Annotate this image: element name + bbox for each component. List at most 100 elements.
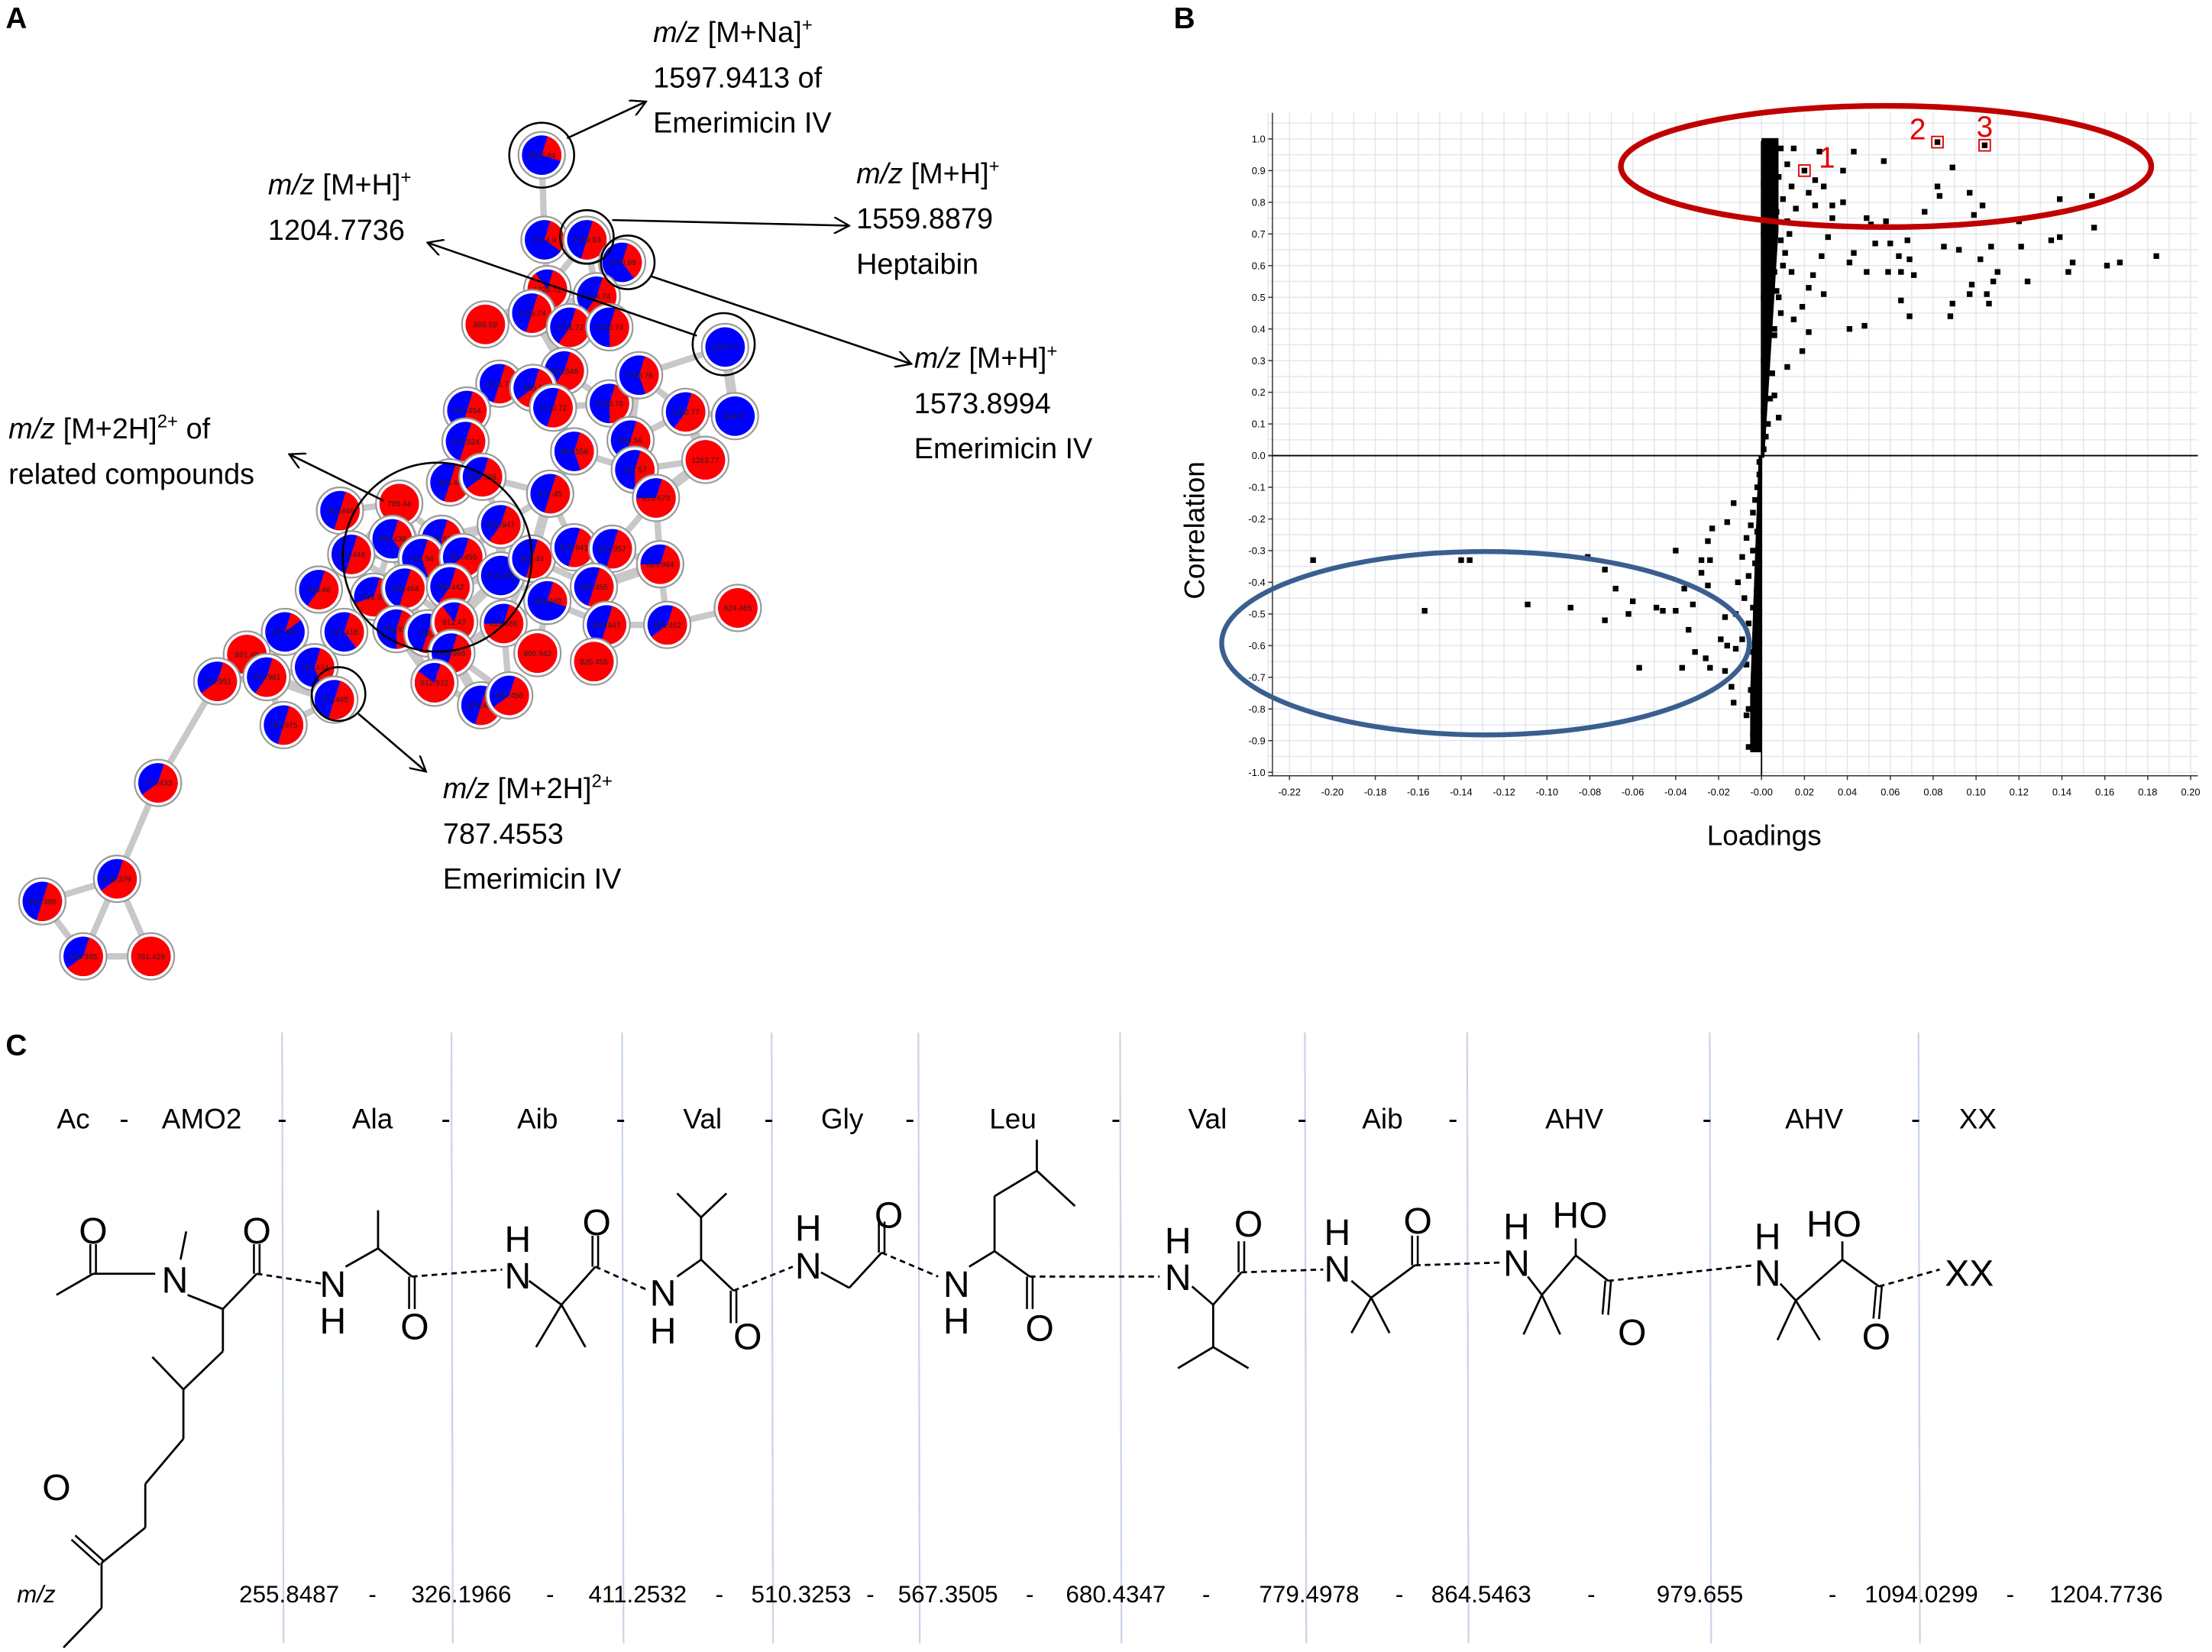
data-point (1812, 177, 1819, 183)
node-fraction-a (547, 389, 573, 428)
positive-region-ellipse (1618, 102, 2155, 231)
atom-hydrogen: H (1324, 1211, 1351, 1253)
atom-hydrogen: H (504, 1217, 532, 1261)
data-point (1763, 433, 1769, 440)
data-point (1799, 348, 1806, 354)
highlight-circle (558, 209, 615, 265)
residue-separator (1119, 1032, 1123, 1644)
residue-separator (281, 1032, 285, 1644)
node-label: 802.947 (487, 522, 515, 530)
data-point (1739, 554, 1745, 560)
residue-label: Gly (820, 1104, 864, 1136)
single-bond (183, 1350, 224, 1391)
data-point (1979, 202, 1986, 209)
x-tick-label: 0.10 (1967, 787, 1986, 798)
node-label: 800.456 (495, 692, 523, 700)
peptide-bond-dashed (1241, 1268, 1324, 1274)
node-label: 912.57 (623, 467, 647, 475)
node-label: 1210.72 (539, 404, 568, 412)
atom-oxygen: O (42, 1466, 71, 1509)
annotation-1597: m/z [M+Na]+ 1597.9413 of Emerimicin IV (653, 14, 832, 140)
data-point (1864, 215, 1870, 221)
data-point (1990, 278, 1997, 285)
node-label: 690.395 (70, 953, 98, 962)
x-tick-label: 0.18 (2138, 787, 2157, 798)
node-fraction-a (622, 243, 642, 279)
data-point (1771, 326, 1777, 332)
data-point (1673, 608, 1679, 614)
fragment-mz-value: 779.4978 (1259, 1581, 1360, 1608)
node-label: 817.45 (538, 490, 562, 499)
highlight-circle (341, 461, 533, 653)
data-point (1967, 291, 1973, 297)
node-fraction-a (344, 613, 364, 648)
data-point (1722, 614, 1729, 620)
peptide-bond-dashed (412, 1268, 503, 1278)
data-point (1767, 396, 1774, 402)
y-tick-label: -0.2 (1248, 513, 1265, 525)
single-bond (1212, 1271, 1243, 1306)
network-node: 676.379 (92, 855, 141, 904)
single-bond (700, 1192, 728, 1218)
data-point (1729, 684, 1735, 690)
highlighted-point-label: 3 (1977, 111, 1994, 144)
annotation-1204: m/z [M+H]+ 1204.7736 (267, 166, 412, 247)
residue-separator (1466, 1032, 1470, 1644)
network-nodes: 1597.94 1574.9 1559.93 1573.89 1226.72 1224.7… (18, 131, 762, 981)
data-point (1752, 496, 1758, 503)
data-point (1625, 611, 1632, 617)
data-point (1784, 161, 1790, 167)
data-point (1567, 604, 1573, 611)
node-fraction-a (131, 936, 171, 977)
network-node: 795.418 (320, 607, 369, 656)
residue-separator-dash: - (616, 1104, 626, 1136)
atom-oxygen: O (1861, 1315, 1891, 1358)
node-label: 871.526 (468, 474, 496, 482)
y-tick-label: 0.4 (1252, 323, 1266, 335)
node-fraction-a (609, 308, 629, 348)
data-point (1739, 636, 1745, 642)
residue-separator-dash: - (1111, 1104, 1121, 1136)
data-point (1731, 700, 1737, 706)
node-fraction-a (459, 422, 486, 461)
highlight-circle (310, 666, 367, 723)
node-label: 1224.74 (583, 293, 611, 302)
data-point (1887, 241, 1893, 247)
data-point (1936, 192, 1943, 199)
node-label: 1236.76 (625, 372, 653, 380)
data-point (1780, 263, 1787, 269)
network-node: 806.942 (513, 629, 562, 677)
atom-oxygen: O (79, 1209, 108, 1253)
x-tick-label: -0.18 (1364, 787, 1386, 798)
node-fraction-a (334, 491, 360, 531)
atom-oxygen: O (874, 1194, 904, 1237)
single-bond (676, 1259, 702, 1278)
y-tick-label: -0.4 (1248, 577, 1265, 588)
atom-oxygen: O (400, 1305, 429, 1348)
data-point (1819, 253, 1825, 260)
network-node: 820.456 (569, 637, 619, 686)
node-label: 813.498 (487, 572, 515, 580)
y-tick-label: -0.3 (1248, 545, 1265, 557)
x-tick-label: -0.10 (1536, 787, 1558, 798)
data-point (1898, 269, 1904, 275)
single-bond (1575, 1254, 1609, 1282)
node-fraction-a (328, 681, 354, 719)
x-tick-label: -0.08 (1579, 787, 1601, 798)
data-point (1851, 148, 1857, 155)
atom-oxygen: O (1234, 1202, 1263, 1245)
data-point (1743, 661, 1750, 668)
node-label: 801.48 (235, 651, 259, 660)
node-label: 812.972 (421, 680, 449, 688)
node-label: 773.433 (144, 780, 173, 788)
highlight-circle (600, 234, 656, 290)
node-label: 791.95 (362, 593, 386, 602)
node-label: 885.5 (523, 385, 543, 393)
node-fraction-a (542, 136, 562, 161)
network-node: 1225.74 (507, 289, 556, 338)
data-point (1705, 582, 1711, 589)
data-point (1525, 601, 1531, 608)
single-bond (1779, 1282, 1797, 1301)
y-tick-label: -0.7 (1248, 671, 1265, 683)
network-node: 809.949 (523, 577, 572, 626)
